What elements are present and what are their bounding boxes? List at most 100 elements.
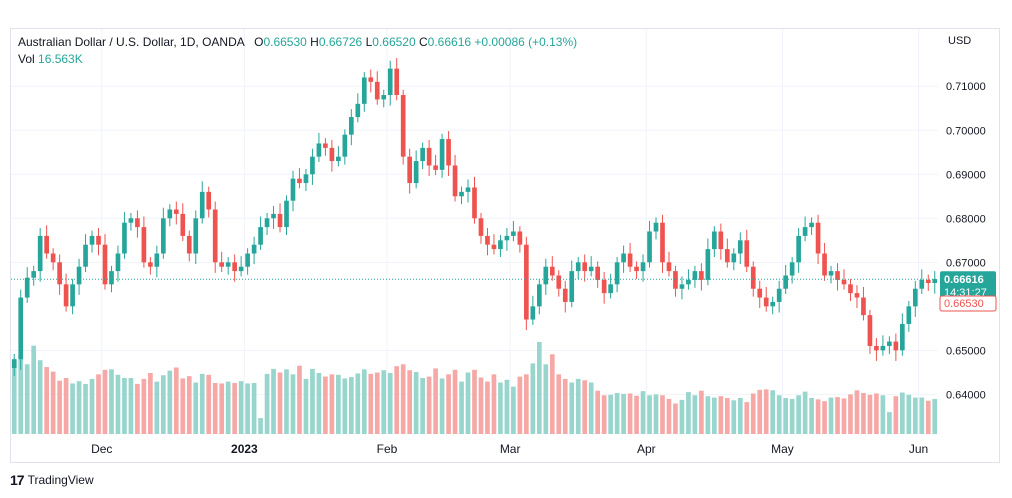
volume-bar	[135, 383, 140, 434]
candle-body	[297, 178, 302, 184]
candle-body	[776, 288, 782, 302]
volume-bar	[543, 364, 549, 434]
candle-body	[238, 266, 244, 272]
volume-bar	[459, 381, 464, 434]
volume-bar	[400, 364, 406, 434]
volume-bar	[666, 398, 672, 434]
candle-body	[277, 213, 283, 228]
volume-bar	[303, 378, 309, 434]
candle-body	[517, 231, 523, 245]
volume-bar	[83, 383, 88, 434]
volume-bar	[329, 374, 335, 434]
candle-body	[355, 103, 361, 118]
legend-volume: Vol 16.563K	[18, 52, 83, 66]
volume-bar	[783, 398, 788, 434]
candle-body	[342, 134, 348, 157]
candle-body	[919, 279, 925, 289]
volume-bar	[763, 389, 769, 434]
candle-body	[271, 213, 276, 219]
volume-bar	[491, 374, 497, 434]
candle-body	[394, 68, 400, 96]
candle-body	[459, 191, 464, 197]
candle-body	[212, 209, 218, 263]
candle-body	[11, 359, 17, 368]
candle-body	[70, 284, 75, 307]
symbol-title[interactable]: Australian Dollar / U.S. Dollar, 1D, OAN…	[18, 35, 245, 49]
candle-body	[24, 277, 30, 298]
candle-body	[193, 218, 199, 254]
candle-body	[381, 95, 387, 100]
volume-bar	[186, 376, 192, 434]
y-tick-label: 0.67000	[946, 257, 986, 269]
close-value: 0.66616	[427, 35, 472, 49]
volume-bar	[161, 375, 166, 434]
candle-body	[232, 262, 237, 272]
volume-bar	[880, 395, 886, 434]
volume-bar	[193, 382, 199, 434]
tradingview-footer[interactable]: 17 TradingView	[10, 472, 94, 488]
candle-body	[530, 306, 536, 320]
volume-bar	[70, 383, 75, 434]
candle-body	[874, 345, 879, 351]
candle-body	[867, 315, 873, 346]
volume-bar	[485, 381, 490, 434]
volume-bar	[673, 403, 678, 434]
candle-body	[673, 271, 678, 289]
x-tick-label: Dec	[91, 442, 112, 456]
volume-bar	[102, 369, 108, 434]
volume-bar	[109, 369, 114, 434]
volume-bar	[524, 374, 529, 434]
candle-body	[219, 262, 225, 267]
volume-bar	[530, 363, 536, 434]
candle-body	[465, 187, 471, 192]
volume-bar	[815, 399, 821, 434]
x-tick-label: Jun	[909, 442, 928, 456]
candle-body	[809, 222, 814, 228]
volume-bar	[355, 373, 361, 434]
candle-body	[627, 253, 633, 267]
candle-body	[420, 147, 425, 162]
candle-body	[44, 235, 49, 254]
volume-bar	[705, 396, 711, 434]
close-label: C	[419, 35, 428, 49]
volume-bar	[251, 382, 257, 434]
open-price-label: 0.66530	[944, 298, 984, 310]
candle-body	[614, 262, 620, 285]
candle-body	[699, 271, 704, 280]
volume-bar	[31, 345, 37, 434]
candle-body	[906, 306, 912, 324]
volume-bar	[932, 398, 938, 434]
volume-bar	[549, 354, 555, 434]
volume-bar	[342, 378, 348, 434]
candle-body	[485, 235, 490, 245]
volume-bar	[699, 390, 704, 434]
candle-body	[679, 284, 685, 289]
candle-body	[621, 253, 626, 263]
candle-body	[925, 279, 931, 284]
volume-bar	[822, 401, 827, 434]
volume-bar	[887, 412, 892, 434]
volume-bar	[478, 377, 484, 434]
volume-label[interactable]: Vol	[18, 52, 35, 66]
candle-body	[264, 218, 270, 228]
candle-body	[861, 297, 866, 316]
volume-bar	[258, 418, 263, 434]
volume-bar	[413, 372, 419, 434]
y-tick-label: 0.64000	[946, 389, 986, 401]
candle-body	[640, 262, 646, 272]
candle-body	[504, 235, 510, 241]
candle-body	[750, 266, 756, 289]
volume-bar	[569, 382, 575, 434]
volume-bar	[757, 389, 763, 434]
volume-bar	[420, 377, 425, 434]
current-price-badge	[940, 271, 996, 300]
volume-bar	[439, 378, 445, 434]
candle-body	[601, 279, 607, 294]
candle-body	[31, 271, 37, 278]
candle-body	[524, 244, 529, 320]
volume-bar	[498, 382, 503, 434]
volume-bar	[614, 393, 620, 434]
y-tick-label: 0.65000	[946, 345, 986, 357]
candle-body	[692, 271, 698, 280]
